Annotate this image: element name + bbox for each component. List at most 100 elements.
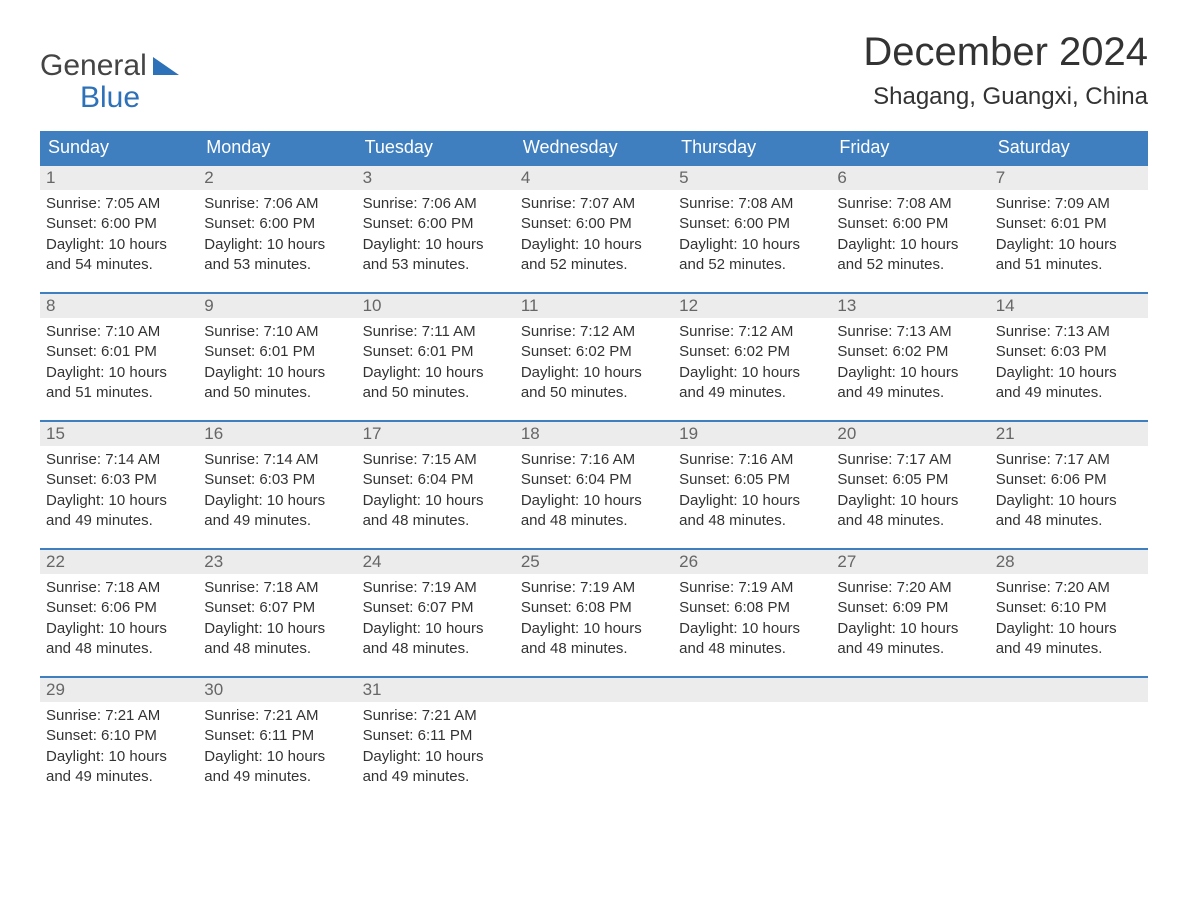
day-body: Sunrise: 7:06 AMSunset: 6:00 PMDaylight:… bbox=[198, 190, 356, 275]
sunrise-text: Sunrise: 7:14 AM bbox=[46, 450, 192, 470]
day-cell: 19Sunrise: 7:16 AMSunset: 6:05 PMDayligh… bbox=[673, 422, 831, 548]
daylight-text-1: Daylight: 10 hours bbox=[837, 363, 983, 383]
day-cell: 17Sunrise: 7:15 AMSunset: 6:04 PMDayligh… bbox=[357, 422, 515, 548]
daylight-text-2: and 54 minutes. bbox=[46, 255, 192, 275]
sunset-text: Sunset: 6:03 PM bbox=[996, 342, 1142, 362]
sunrise-text: Sunrise: 7:05 AM bbox=[46, 194, 192, 214]
weeks-container: 1Sunrise: 7:05 AMSunset: 6:00 PMDaylight… bbox=[40, 164, 1148, 804]
daylight-text-1: Daylight: 10 hours bbox=[204, 235, 350, 255]
sunrise-text: Sunrise: 7:21 AM bbox=[363, 706, 509, 726]
week-row: 1Sunrise: 7:05 AMSunset: 6:00 PMDaylight… bbox=[40, 164, 1148, 292]
sunset-text: Sunset: 6:00 PM bbox=[837, 214, 983, 234]
day-number: 23 bbox=[198, 550, 356, 574]
day-number: 29 bbox=[40, 678, 198, 702]
daylight-text-1: Daylight: 10 hours bbox=[837, 619, 983, 639]
day-number bbox=[515, 678, 673, 702]
daylight-text-2: and 50 minutes. bbox=[363, 383, 509, 403]
day-number: 7 bbox=[990, 166, 1148, 190]
sunrise-text: Sunrise: 7:19 AM bbox=[363, 578, 509, 598]
sunset-text: Sunset: 6:10 PM bbox=[996, 598, 1142, 618]
sunrise-text: Sunrise: 7:09 AM bbox=[996, 194, 1142, 214]
daylight-text-2: and 49 minutes. bbox=[204, 767, 350, 787]
day-body: Sunrise: 7:18 AMSunset: 6:06 PMDaylight:… bbox=[40, 574, 198, 659]
sunset-text: Sunset: 6:02 PM bbox=[521, 342, 667, 362]
day-body: Sunrise: 7:21 AMSunset: 6:11 PMDaylight:… bbox=[198, 702, 356, 787]
sunrise-text: Sunrise: 7:07 AM bbox=[521, 194, 667, 214]
title-block: December 2024 Shagang, Guangxi, China bbox=[863, 30, 1148, 111]
sunrise-text: Sunrise: 7:18 AM bbox=[204, 578, 350, 598]
daylight-text-1: Daylight: 10 hours bbox=[521, 363, 667, 383]
brand-text-blue: Blue bbox=[40, 82, 179, 114]
daylight-text-2: and 48 minutes. bbox=[996, 511, 1142, 531]
day-body: Sunrise: 7:17 AMSunset: 6:06 PMDaylight:… bbox=[990, 446, 1148, 531]
week-row: 8Sunrise: 7:10 AMSunset: 6:01 PMDaylight… bbox=[40, 292, 1148, 420]
day-number: 3 bbox=[357, 166, 515, 190]
daylight-text-1: Daylight: 10 hours bbox=[521, 235, 667, 255]
sunset-text: Sunset: 6:02 PM bbox=[837, 342, 983, 362]
day-cell: 3Sunrise: 7:06 AMSunset: 6:00 PMDaylight… bbox=[357, 166, 515, 292]
day-cell: 7Sunrise: 7:09 AMSunset: 6:01 PMDaylight… bbox=[990, 166, 1148, 292]
sunset-text: Sunset: 6:07 PM bbox=[204, 598, 350, 618]
sunset-text: Sunset: 6:06 PM bbox=[46, 598, 192, 618]
daylight-text-1: Daylight: 10 hours bbox=[679, 235, 825, 255]
day-body: Sunrise: 7:20 AMSunset: 6:10 PMDaylight:… bbox=[990, 574, 1148, 659]
day-of-week-header: Sunday Monday Tuesday Wednesday Thursday… bbox=[40, 131, 1148, 164]
daylight-text-2: and 48 minutes. bbox=[679, 511, 825, 531]
day-number: 17 bbox=[357, 422, 515, 446]
daylight-text-2: and 53 minutes. bbox=[204, 255, 350, 275]
sunrise-text: Sunrise: 7:16 AM bbox=[679, 450, 825, 470]
month-title: December 2024 bbox=[863, 30, 1148, 75]
day-cell: 29Sunrise: 7:21 AMSunset: 6:10 PMDayligh… bbox=[40, 678, 198, 804]
day-cell: 27Sunrise: 7:20 AMSunset: 6:09 PMDayligh… bbox=[831, 550, 989, 676]
day-number: 22 bbox=[40, 550, 198, 574]
daylight-text-1: Daylight: 10 hours bbox=[363, 235, 509, 255]
daylight-text-2: and 49 minutes. bbox=[363, 767, 509, 787]
sunset-text: Sunset: 6:06 PM bbox=[996, 470, 1142, 490]
day-body: Sunrise: 7:09 AMSunset: 6:01 PMDaylight:… bbox=[990, 190, 1148, 275]
day-number: 19 bbox=[673, 422, 831, 446]
sunrise-text: Sunrise: 7:10 AM bbox=[46, 322, 192, 342]
daylight-text-2: and 48 minutes. bbox=[521, 511, 667, 531]
day-number: 14 bbox=[990, 294, 1148, 318]
day-body: Sunrise: 7:16 AMSunset: 6:05 PMDaylight:… bbox=[673, 446, 831, 531]
sunset-text: Sunset: 6:11 PM bbox=[204, 726, 350, 746]
sunrise-text: Sunrise: 7:06 AM bbox=[363, 194, 509, 214]
sunset-text: Sunset: 6:08 PM bbox=[521, 598, 667, 618]
sunrise-text: Sunrise: 7:08 AM bbox=[837, 194, 983, 214]
day-body: Sunrise: 7:18 AMSunset: 6:07 PMDaylight:… bbox=[198, 574, 356, 659]
day-body: Sunrise: 7:20 AMSunset: 6:09 PMDaylight:… bbox=[831, 574, 989, 659]
daylight-text-1: Daylight: 10 hours bbox=[521, 491, 667, 511]
sunrise-text: Sunrise: 7:21 AM bbox=[204, 706, 350, 726]
sunrise-text: Sunrise: 7:20 AM bbox=[837, 578, 983, 598]
week-row: 29Sunrise: 7:21 AMSunset: 6:10 PMDayligh… bbox=[40, 676, 1148, 804]
sunrise-text: Sunrise: 7:17 AM bbox=[837, 450, 983, 470]
sunrise-text: Sunrise: 7:13 AM bbox=[996, 322, 1142, 342]
sunrise-text: Sunrise: 7:15 AM bbox=[363, 450, 509, 470]
day-body: Sunrise: 7:11 AMSunset: 6:01 PMDaylight:… bbox=[357, 318, 515, 403]
daylight-text-2: and 51 minutes. bbox=[46, 383, 192, 403]
daylight-text-2: and 52 minutes. bbox=[837, 255, 983, 275]
day-number: 27 bbox=[831, 550, 989, 574]
day-number bbox=[990, 678, 1148, 702]
daylight-text-1: Daylight: 10 hours bbox=[363, 363, 509, 383]
day-cell: 10Sunrise: 7:11 AMSunset: 6:01 PMDayligh… bbox=[357, 294, 515, 420]
day-number: 30 bbox=[198, 678, 356, 702]
day-body: Sunrise: 7:14 AMSunset: 6:03 PMDaylight:… bbox=[198, 446, 356, 531]
day-cell: 2Sunrise: 7:06 AMSunset: 6:00 PMDaylight… bbox=[198, 166, 356, 292]
daylight-text-1: Daylight: 10 hours bbox=[204, 363, 350, 383]
sunset-text: Sunset: 6:01 PM bbox=[996, 214, 1142, 234]
day-number bbox=[673, 678, 831, 702]
day-number: 20 bbox=[831, 422, 989, 446]
day-number: 28 bbox=[990, 550, 1148, 574]
dow-thursday: Thursday bbox=[673, 131, 831, 164]
day-body: Sunrise: 7:12 AMSunset: 6:02 PMDaylight:… bbox=[515, 318, 673, 403]
daylight-text-2: and 49 minutes. bbox=[679, 383, 825, 403]
week-row: 22Sunrise: 7:18 AMSunset: 6:06 PMDayligh… bbox=[40, 548, 1148, 676]
daylight-text-2: and 48 minutes. bbox=[46, 639, 192, 659]
daylight-text-1: Daylight: 10 hours bbox=[679, 491, 825, 511]
day-body: Sunrise: 7:15 AMSunset: 6:04 PMDaylight:… bbox=[357, 446, 515, 531]
day-number: 18 bbox=[515, 422, 673, 446]
week-row: 15Sunrise: 7:14 AMSunset: 6:03 PMDayligh… bbox=[40, 420, 1148, 548]
day-number: 21 bbox=[990, 422, 1148, 446]
day-cell: 15Sunrise: 7:14 AMSunset: 6:03 PMDayligh… bbox=[40, 422, 198, 548]
